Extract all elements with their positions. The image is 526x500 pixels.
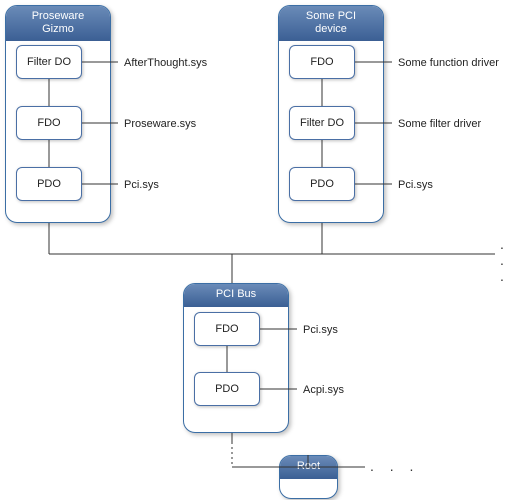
ellipsis-bottom: . . .	[370, 458, 419, 474]
device-header-some-pci: Some PCIdevice	[279, 6, 383, 41]
driver-label-pci-1: Pci.sys	[124, 179, 159, 191]
do-box-fdo-somepci: FDO	[289, 45, 355, 79]
ellipsis-top: . . .	[500, 236, 526, 284]
driver-label-afterthought: AfterThought.sys	[124, 57, 207, 69]
do-box-fdo-proseware: FDO	[16, 106, 82, 140]
device-pci-bus: PCI Bus	[183, 283, 289, 433]
do-box-pdo-somepci: PDO	[289, 167, 355, 201]
driver-label-pci-3: Pci.sys	[303, 324, 338, 336]
do-box-pdo-proseware: PDO	[16, 167, 82, 201]
do-box-pdo-pcibus: PDO	[194, 372, 260, 406]
device-header-root: Root	[280, 456, 337, 479]
driver-label-proseware: Proseware.sys	[124, 118, 196, 130]
do-box-filter-proseware: Filter DO	[16, 45, 82, 79]
device-header-proseware: ProsewareGizmo	[6, 6, 110, 41]
driver-label-pci-2: Pci.sys	[398, 179, 433, 191]
driver-label-acpi: Acpi.sys	[303, 384, 344, 396]
driver-label-function: Some function driver	[398, 57, 499, 69]
do-box-fdo-pcibus: FDO	[194, 312, 260, 346]
driver-label-filter: Some filter driver	[398, 118, 481, 130]
device-header-pci-bus: PCI Bus	[184, 284, 288, 307]
do-box-filter-somepci: Filter DO	[289, 106, 355, 140]
device-root: Root	[279, 455, 338, 499]
